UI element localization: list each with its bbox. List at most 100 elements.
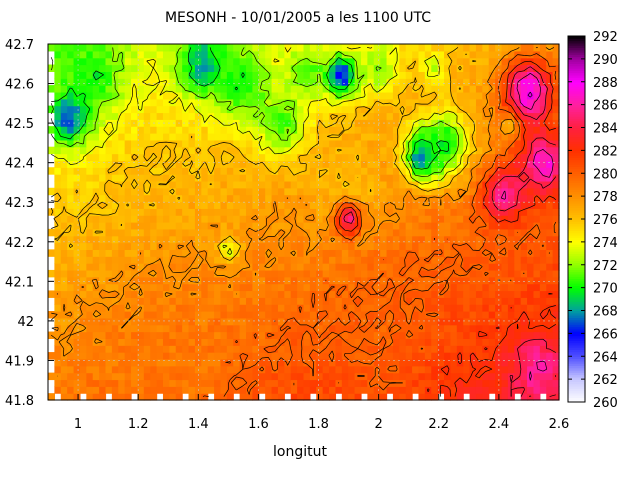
heatmap-cell [182,167,190,175]
heatmap-cell [252,331,260,339]
heatmap-cell [131,98,139,107]
heatmap-cell [162,126,170,134]
heatmap-cell [520,324,528,333]
heatmap-cell [111,187,119,196]
heatmap-cell [418,269,426,278]
heatmap-cell [520,194,528,203]
heatmap-cell [297,283,305,292]
heatmap-cell [303,304,311,312]
heatmap-cell [533,304,541,312]
heatmap-cell [444,180,452,189]
heatmap-cell [92,263,100,271]
heatmap-cell [252,352,260,360]
heatmap-cell [437,242,445,250]
heatmap-cell [182,112,190,120]
heatmap-cell [175,57,183,66]
heatmap-cell [527,222,535,230]
heatmap-cell [367,50,375,59]
heatmap-cell [539,194,547,203]
heatmap-cell [194,44,202,52]
heatmap-cell [316,222,324,230]
heatmap-cell [265,256,273,264]
heatmap-cell [188,235,196,244]
heatmap-cell [252,194,260,203]
heatmap-cell [488,139,496,148]
heatmap-cell [546,153,554,161]
heatmap-cell [392,174,400,182]
heatmap-cell [271,269,279,278]
heatmap-cell [67,105,75,114]
heatmap-cell [175,44,183,52]
colorbar-segment [568,260,585,264]
y-tick-label: 41.9 [5,354,34,369]
heatmap-cell [226,160,234,168]
heatmap-cell [482,304,490,312]
heatmap-cell [290,153,298,161]
heatmap-cell [277,365,285,374]
colorbar-segment [568,56,585,60]
heatmap-cell [284,345,292,353]
heatmap-cell [501,180,509,189]
heatmap-cell [143,201,151,209]
heatmap-cell [475,372,483,381]
heatmap-cell [552,167,560,175]
heatmap-cell [214,174,222,182]
heatmap-cell [546,242,554,250]
heatmap-cell [60,180,68,189]
heatmap-cell [469,283,477,292]
heatmap-cell [48,44,55,52]
heatmap-cell [456,91,464,100]
heatmap-cell [265,297,273,305]
heatmap-cell [226,112,234,120]
heatmap-cell [412,379,420,387]
heatmap-cell [514,249,522,257]
heatmap-cell [316,228,324,237]
heatmap-cell [60,105,68,114]
heatmap-cell [482,352,490,360]
heatmap-cell [303,174,311,182]
heatmap-cell [284,228,292,237]
heatmap-cell [412,112,420,120]
heatmap-cell [348,324,356,333]
heatmap-cell [539,105,547,114]
heatmap-cell [507,228,515,237]
heatmap-cell [380,133,388,141]
heatmap-cell [156,194,164,203]
heatmap-cell [284,119,292,127]
heatmap-cell [482,276,490,285]
heatmap-cell [86,249,94,257]
heatmap-cell [488,187,496,196]
heatmap-cell [488,317,496,326]
heatmap-cell [412,85,420,93]
heatmap-cell [86,64,94,72]
heatmap-cell [131,153,139,161]
heatmap-cell [316,372,324,381]
heatmap-cell [367,57,375,66]
heatmap-cell [386,358,394,367]
heatmap-cell [175,228,183,237]
heatmap-cell [99,297,107,305]
heatmap-cell [552,187,560,196]
heatmap-cell [226,105,234,114]
heatmap-cell [431,187,439,196]
heatmap-cell [380,187,388,196]
heatmap-cell [86,352,94,360]
heatmap-cell [444,64,452,72]
heatmap-cell [373,153,381,161]
heatmap-cell [105,297,113,305]
heatmap-cell [233,187,241,196]
heatmap-cell [546,215,554,223]
heatmap-cell [182,126,190,134]
heatmap-cell [92,167,100,175]
colorbar-segment [568,276,585,280]
heatmap-cell [341,249,349,257]
heatmap-cell [297,50,305,59]
heatmap-cell [277,222,285,230]
heatmap-cell [418,112,426,120]
heatmap-cell [431,153,439,161]
heatmap-cell [450,160,458,168]
heatmap-cell [284,98,292,107]
heatmap-cell [79,98,87,107]
heatmap-cell [533,338,541,346]
heatmap-cell [239,228,247,237]
